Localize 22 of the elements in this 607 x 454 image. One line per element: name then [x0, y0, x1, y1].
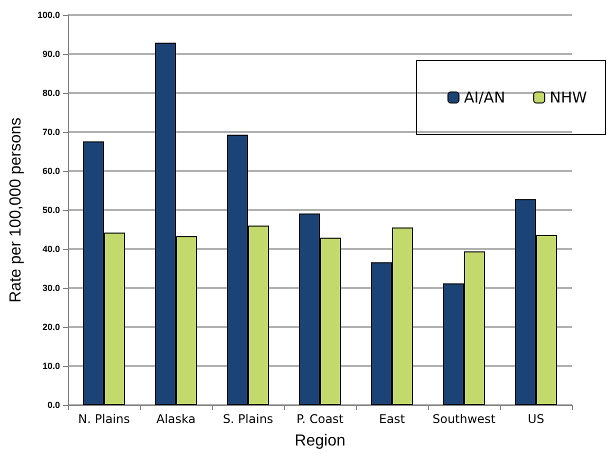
y-tick-label: 10.0 — [42, 361, 60, 371]
y-tick-label: 90.0 — [42, 49, 60, 59]
y-tick-label: 80.0 — [42, 88, 60, 98]
x-tick-label: N. Plains — [78, 412, 130, 426]
x-axis-title: Region — [294, 432, 346, 450]
x-tick-label: S. Plains — [222, 412, 274, 426]
y-tick-label: 100.0 — [37, 10, 60, 20]
legend-label: NHW — [550, 88, 588, 106]
y-tick-label: 0.0 — [47, 400, 60, 410]
y-axis-title: Rate per 100,000 persons — [8, 117, 24, 303]
y-tick-label: 70.0 — [42, 127, 60, 137]
y-tick-label: 20.0 — [42, 322, 60, 332]
y-tick-label: 30.0 — [42, 283, 60, 293]
y-tick-label: 40.0 — [42, 244, 60, 254]
x-tick-label: Alaska — [156, 412, 196, 426]
x-tick-label: East — [379, 412, 406, 426]
x-tick-label: US — [528, 412, 544, 426]
legend-label: AI/AN — [464, 88, 506, 106]
x-tick-label: P. Coast — [296, 412, 344, 426]
y-tick-label: 50.0 — [42, 205, 60, 215]
x-tick-label: Southwest — [432, 412, 496, 426]
y-tick-label: 60.0 — [42, 166, 60, 176]
